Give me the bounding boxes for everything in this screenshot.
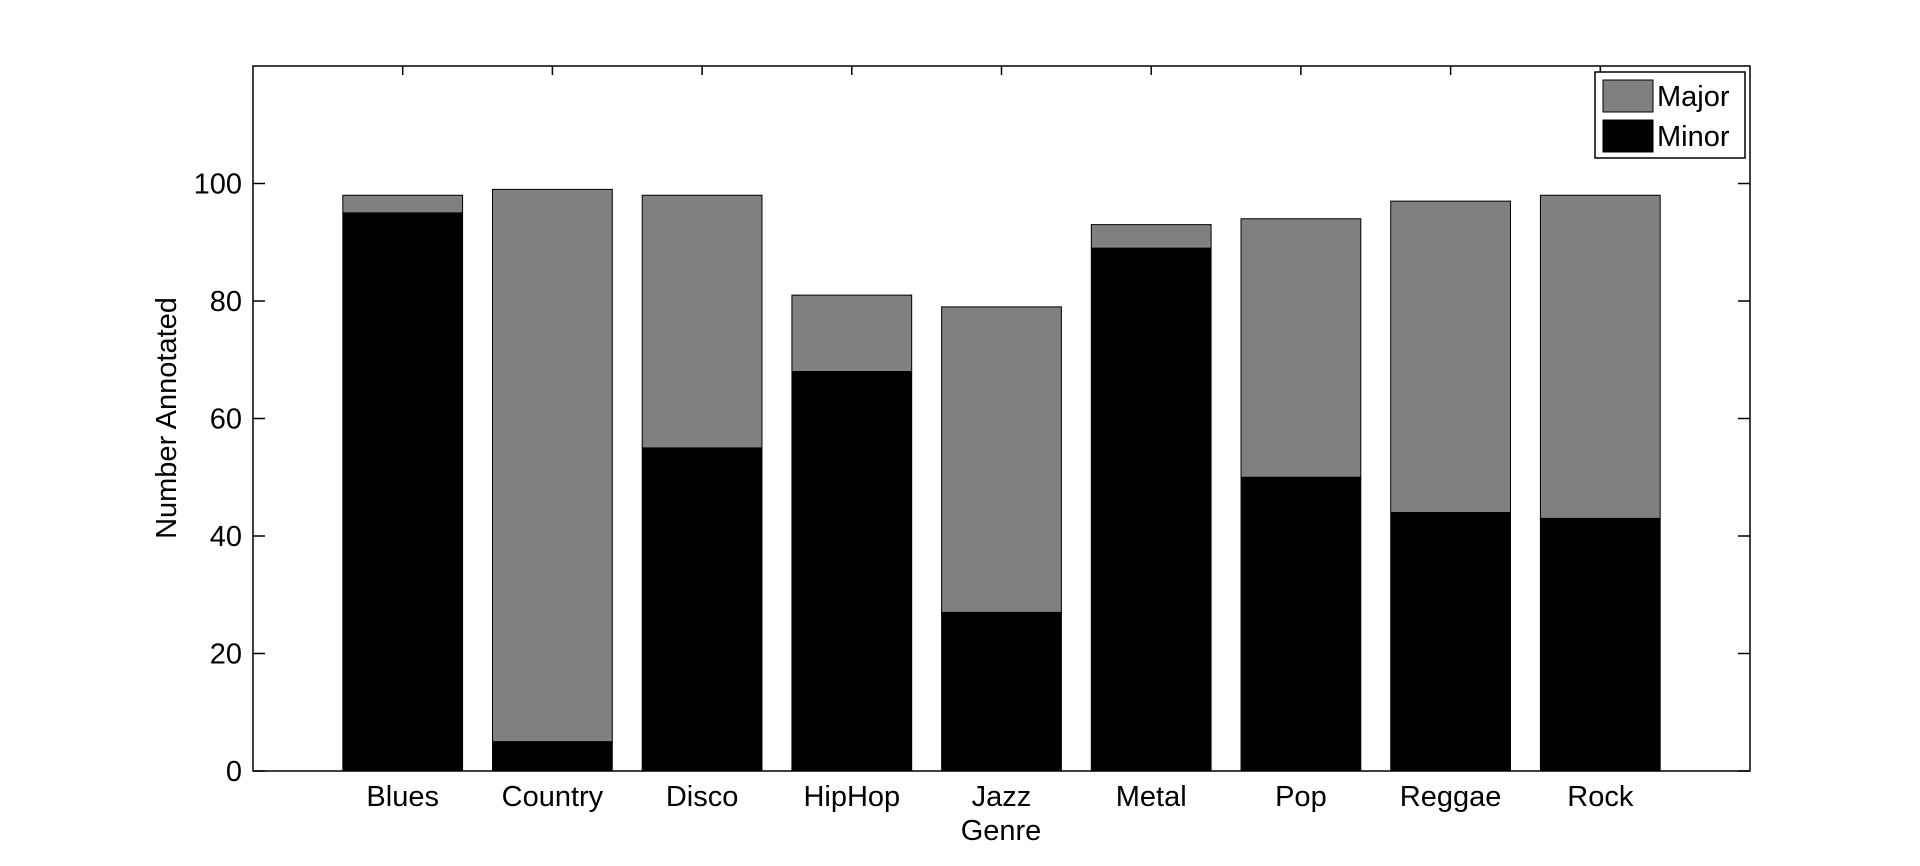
bar-major-disco	[641, 194, 763, 449]
labels-layer: Blues Country Disco HipHop Jazz Metal Pop Regga…	[194, 169, 1634, 814]
bar-minor-pop	[1240, 476, 1362, 772]
bar-major-rock	[1539, 194, 1661, 519]
y-axis-label: Number Annotated	[151, 297, 183, 539]
y-tick-label: 20	[210, 639, 242, 671]
bar-major-metal	[1090, 224, 1212, 249]
y-tick-label: 40	[210, 521, 242, 553]
x-tick-label: Jazz	[972, 781, 1032, 813]
x-tick-label: Disco	[666, 781, 739, 813]
bar-minor-blues	[342, 212, 464, 772]
bar-minor-metal	[1090, 247, 1212, 772]
x-tick-label: Blues	[366, 781, 439, 813]
y-tick-label: 60	[210, 404, 242, 436]
y-tick-label: 0	[226, 756, 242, 788]
bar-major-country	[492, 188, 613, 743]
ticks-layer	[253, 66, 1750, 772]
x-tick-label: HipHop	[803, 781, 900, 813]
x-axis-label: Genre	[961, 815, 1042, 847]
bar-minor-jazz	[941, 611, 1062, 772]
legend-swatch-major	[1602, 79, 1654, 113]
x-tick-label: Rock	[1567, 781, 1634, 813]
bar-major-jazz	[941, 306, 1062, 613]
x-tick-label: Metal	[1116, 781, 1187, 813]
x-tick-label: Reggae	[1400, 781, 1502, 813]
bar-major-pop	[1240, 218, 1362, 478]
bar-major-blues	[342, 194, 464, 214]
legend: Major Minor	[1594, 71, 1746, 159]
bars-layer	[342, 188, 1661, 772]
y-tick-label: 100	[194, 169, 242, 201]
x-tick-label: Pop	[1275, 781, 1327, 813]
bar-major-reggae	[1390, 200, 1511, 514]
y-tick-label: 80	[210, 286, 242, 318]
bar-minor-disco	[641, 447, 763, 772]
x-tick-label: Country	[502, 781, 604, 813]
legend-label-minor: Minor	[1657, 121, 1730, 153]
bar-major-hiphop	[791, 294, 913, 372]
legend-swatch-minor	[1602, 119, 1654, 153]
bar-minor-reggae	[1390, 512, 1511, 772]
legend-label-major: Major	[1657, 81, 1730, 113]
bar-minor-hiphop	[791, 371, 913, 772]
bar-minor-rock	[1539, 517, 1661, 772]
